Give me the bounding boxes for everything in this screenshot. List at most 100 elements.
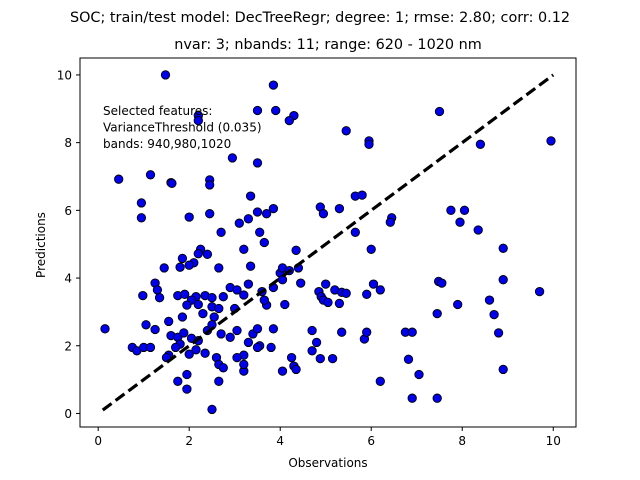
data-point-162	[534, 286, 545, 297]
data-point-54	[177, 253, 188, 264]
data-point-84	[280, 299, 290, 310]
data-point-124	[218, 363, 228, 373]
selected-features-annotation: Selected features: VarianceThreshold (0.0…	[103, 104, 262, 151]
data-point-33	[234, 218, 244, 228]
x-tick-label-10: 10	[546, 434, 561, 448]
data-point-15	[252, 158, 263, 168]
data-point-9	[341, 126, 351, 136]
data-point-97	[334, 298, 345, 309]
data-point-68	[138, 290, 148, 301]
data-point-127	[232, 325, 242, 336]
data-point-154	[484, 295, 495, 305]
data-point-0	[160, 70, 171, 80]
data-point-93	[375, 285, 385, 295]
data-point-76	[207, 293, 217, 303]
data-point-137	[286, 352, 297, 363]
data-point-130	[268, 324, 279, 334]
data-point-118	[170, 342, 181, 353]
data-point-100	[209, 312, 219, 322]
data-point-125	[216, 329, 226, 339]
data-point-50	[498, 243, 508, 253]
data-point-29	[252, 207, 263, 217]
data-point-51	[291, 245, 301, 255]
data-point-46	[259, 237, 269, 248]
x-tick-label-8: 8	[458, 434, 466, 448]
data-point-149	[403, 354, 414, 364]
data-point-24	[357, 190, 367, 200]
data-point-28	[334, 203, 345, 214]
data-point-3	[271, 105, 281, 116]
data-point-8	[434, 106, 445, 117]
chart-subtitle: nvar: 3; nbands: 11; range: 620 - 1020 n…	[174, 37, 482, 53]
data-point-87	[321, 279, 331, 289]
data-point-56	[175, 262, 185, 272]
data-point-140	[307, 325, 317, 336]
data-point-142	[315, 353, 325, 364]
data-point-139	[311, 337, 322, 348]
data-point-119	[184, 349, 194, 359]
data-point-155	[489, 309, 499, 320]
data-point-19	[205, 180, 215, 190]
y-tick-label-8: 8	[64, 136, 72, 150]
data-point-58	[214, 263, 224, 273]
data-point-156	[493, 328, 504, 338]
data-point-48	[239, 244, 249, 254]
data-point-167	[145, 342, 156, 353]
y-tick-label-6: 6	[64, 204, 72, 218]
data-point-151	[414, 369, 424, 380]
data-point-2	[252, 105, 263, 116]
data-point-37	[446, 205, 456, 215]
data-point-91	[362, 289, 372, 299]
data-point-134	[232, 352, 242, 363]
data-point-25	[136, 198, 147, 208]
data-point-153	[453, 299, 463, 310]
data-point-1	[268, 80, 279, 90]
data-point-74	[182, 300, 192, 310]
data-point-107	[150, 324, 160, 335]
chart-title: SOC; train/test model: DecTreeRegr; degr…	[70, 10, 570, 26]
data-point-131	[243, 337, 254, 348]
data-point-120	[200, 348, 210, 358]
data-point-30	[261, 209, 272, 219]
data-point-32	[318, 209, 329, 219]
data-point-13	[546, 136, 556, 146]
data-point-102	[218, 292, 228, 302]
data-point-173	[214, 376, 224, 386]
data-point-169	[173, 376, 183, 386]
data-point-16	[145, 170, 156, 180]
data-point-161	[432, 308, 442, 319]
axes-frame	[79, 57, 577, 428]
data-point-99	[198, 308, 208, 319]
one-to-one-reference-line	[101, 73, 555, 412]
annotation-line-0: Selected features:	[103, 104, 212, 118]
data-point-49	[366, 244, 376, 254]
data-point-138	[307, 346, 317, 356]
x-tick-label-2: 2	[185, 434, 193, 448]
data-point-145	[362, 327, 372, 337]
data-point-82	[277, 275, 288, 285]
data-point-126	[225, 332, 235, 342]
data-point-129	[252, 324, 263, 334]
data-point-14	[227, 153, 238, 163]
annotation-line-1: VarianceThreshold (0.035)	[103, 121, 262, 135]
data-point-35	[184, 212, 194, 222]
data-point-177	[291, 364, 301, 375]
y-axis: 0 2 4 6 8 10	[57, 68, 80, 421]
x-tick-label-0: 0	[94, 434, 102, 448]
data-point-92	[368, 279, 379, 289]
data-point-45	[350, 227, 360, 237]
data-point-108	[141, 320, 151, 330]
data-point-36	[205, 209, 215, 219]
data-point-26	[268, 203, 279, 214]
data-point-41	[455, 217, 465, 227]
y-tick-label-2: 2	[64, 339, 72, 353]
data-point-60	[245, 261, 256, 271]
data-point-106	[164, 316, 174, 327]
y-tick-label-0: 0	[64, 407, 72, 421]
data-point-38	[459, 205, 470, 215]
data-point-85	[296, 278, 306, 288]
data-point-178	[239, 359, 249, 370]
data-point-7	[193, 115, 203, 126]
y-axis-label: Predictions	[34, 212, 48, 278]
